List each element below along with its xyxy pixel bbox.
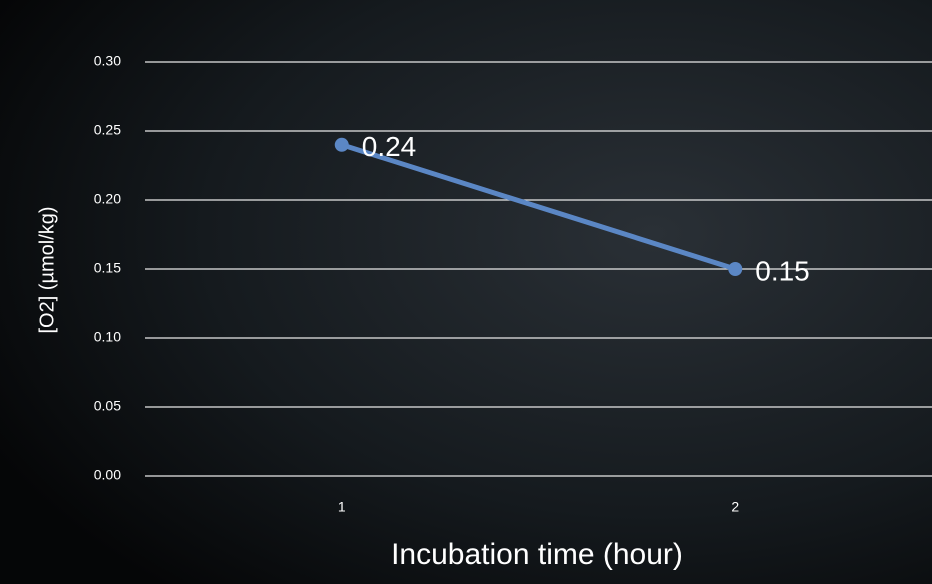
line: [339, 142, 738, 272]
point: [334, 137, 349, 152]
point: [728, 262, 743, 276]
y-tick-label: 0.15: [94, 260, 121, 276]
y-tick-label: 0.20: [94, 191, 121, 207]
y-tick-label: 0.30: [94, 53, 121, 69]
y-tick-label: 0.10: [94, 329, 121, 345]
y-axis-title: [O2] (µmol/kg): [36, 206, 58, 333]
y-tick-label: 0.25: [94, 122, 121, 138]
y-tick-label: 0.00: [94, 467, 121, 483]
x-axis-title: Incubation time (hour): [391, 538, 683, 571]
x-tick-label: 2: [731, 499, 739, 515]
y-tick-label: 0.05: [94, 398, 121, 414]
data-label: 0.24: [362, 131, 417, 162]
data-label: 0.15: [755, 255, 810, 286]
x-tick-label: 1: [338, 499, 346, 515]
